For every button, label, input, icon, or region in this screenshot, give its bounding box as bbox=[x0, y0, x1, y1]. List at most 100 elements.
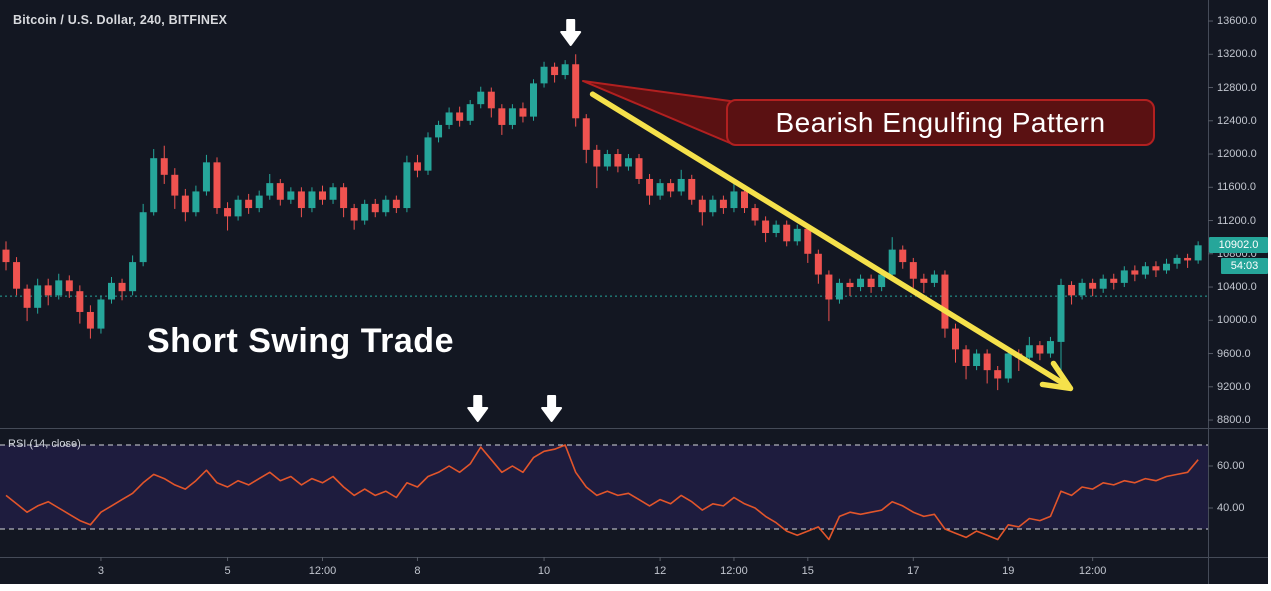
candle-body bbox=[403, 162, 411, 209]
candle-body bbox=[424, 137, 432, 171]
candle-body bbox=[34, 285, 42, 308]
price-tick-label: 11600.0 bbox=[1217, 181, 1256, 194]
candle-body bbox=[1163, 263, 1170, 271]
candle-body bbox=[245, 199, 253, 209]
candle-body bbox=[23, 288, 31, 308]
candle-body bbox=[1131, 270, 1139, 275]
candle-body bbox=[382, 199, 390, 213]
candle-body bbox=[857, 278, 865, 288]
candle-body bbox=[97, 299, 105, 329]
candle-body bbox=[888, 249, 896, 275]
candle-body bbox=[920, 278, 928, 283]
trend-arrow-head[interactable] bbox=[1039, 360, 1074, 392]
candle-body bbox=[1184, 257, 1192, 261]
candle-body bbox=[814, 253, 822, 275]
rsi-tick-label: 60.00 bbox=[1217, 460, 1245, 472]
candle-body bbox=[213, 162, 221, 209]
candle-body bbox=[1025, 345, 1033, 358]
candle-body bbox=[224, 208, 232, 217]
down-arrow-marker-rsi[interactable] bbox=[467, 395, 489, 422]
price-axis[interactable]: 13600.0 13200.0 12800.0 12400.0 12000.0 11600… bbox=[1208, 0, 1268, 557]
candle-body bbox=[930, 274, 938, 283]
candle-body bbox=[181, 195, 189, 213]
candle-body bbox=[1089, 282, 1097, 289]
time-tick-label: 15 bbox=[801, 565, 814, 577]
candle-body bbox=[941, 274, 949, 329]
candle-body bbox=[899, 249, 907, 263]
rsi-line bbox=[5, 444, 1199, 541]
candle-body bbox=[614, 154, 622, 167]
candle-body bbox=[582, 118, 590, 150]
price-tick-label: 9600.0 bbox=[1217, 347, 1251, 360]
candle-body bbox=[287, 191, 295, 200]
candle-body bbox=[160, 158, 168, 175]
time-axis[interactable]: 3 5 12:00 8 10 12 12:00 15 17 19 12:00 bbox=[0, 557, 1268, 584]
candle-body bbox=[603, 154, 611, 167]
candle-body bbox=[561, 64, 569, 76]
candle-body bbox=[783, 224, 791, 242]
candle-body bbox=[994, 370, 1002, 379]
down-arrow-marker-rsi[interactable] bbox=[541, 395, 563, 422]
candle-body bbox=[846, 282, 854, 288]
time-tick-label: 12:00 bbox=[1078, 565, 1107, 577]
candle-body bbox=[508, 108, 516, 125]
trend-arrow-shaft[interactable] bbox=[589, 91, 1070, 389]
candle-body bbox=[719, 199, 727, 209]
candle-body bbox=[909, 262, 917, 279]
candle-body bbox=[804, 228, 812, 254]
candle-body bbox=[551, 66, 559, 76]
price-tick-label: 9200.0 bbox=[1217, 380, 1251, 393]
time-tick-label: 8 bbox=[414, 565, 421, 577]
bearish-engulfing-callout[interactable]: Bearish Engulfing Pattern bbox=[726, 99, 1155, 146]
candle-body bbox=[234, 199, 242, 217]
candle-body bbox=[1120, 270, 1128, 283]
candle-body bbox=[319, 191, 326, 200]
candle-body bbox=[1152, 266, 1160, 271]
price-tick-label: 12800.0 bbox=[1217, 81, 1257, 94]
symbol-title[interactable]: Bitcoin / U.S. Dollar, 240, BITFINEX bbox=[13, 13, 228, 27]
candle-body bbox=[13, 262, 21, 289]
bar-countdown-badge: 54:03 bbox=[1221, 258, 1268, 275]
candle-body bbox=[76, 291, 84, 312]
candle-body bbox=[350, 208, 358, 221]
candle-body bbox=[1141, 266, 1149, 275]
price-tick-label: 12400.0 bbox=[1217, 114, 1257, 127]
candle-body bbox=[751, 208, 759, 221]
time-tick-label: 3 bbox=[97, 565, 104, 577]
candle-body bbox=[308, 191, 316, 209]
rsi-indicator-label[interactable]: RSI (14, close) bbox=[8, 438, 81, 450]
short-swing-trade-text[interactable]: Short Swing Trade bbox=[147, 322, 454, 360]
price-tick-label: 8800.0 bbox=[1217, 414, 1251, 427]
price-tick-label: 12000.0 bbox=[1217, 148, 1257, 161]
candle-body bbox=[55, 280, 63, 296]
rsi-tick-label: 40.00 bbox=[1217, 502, 1245, 514]
candle-body bbox=[835, 282, 843, 300]
candle-body bbox=[572, 64, 580, 119]
candle-body bbox=[1078, 282, 1086, 296]
candle-body bbox=[519, 108, 527, 117]
candle-body bbox=[413, 162, 421, 171]
candle-body bbox=[266, 183, 274, 196]
candle-body bbox=[466, 104, 474, 121]
candle-body bbox=[793, 228, 801, 242]
down-arrow-marker-price[interactable] bbox=[560, 19, 582, 46]
candle-body bbox=[1068, 284, 1076, 296]
last-price-badge: 10902.0 bbox=[1209, 237, 1268, 254]
candle-body bbox=[1036, 345, 1044, 354]
candle-body bbox=[730, 191, 738, 209]
candle-body bbox=[171, 174, 179, 196]
candle-body bbox=[593, 149, 601, 167]
candle-body bbox=[477, 91, 485, 105]
candle-body bbox=[973, 353, 981, 367]
candle-body bbox=[709, 199, 717, 213]
candle-body bbox=[139, 212, 147, 263]
price-tick-label: 13200.0 bbox=[1217, 48, 1257, 61]
candle-body bbox=[530, 83, 537, 117]
price-tick-label: 10000.0 bbox=[1217, 314, 1257, 327]
candle-body bbox=[540, 66, 548, 84]
candle-body bbox=[2, 249, 10, 263]
candle-body bbox=[487, 91, 495, 109]
